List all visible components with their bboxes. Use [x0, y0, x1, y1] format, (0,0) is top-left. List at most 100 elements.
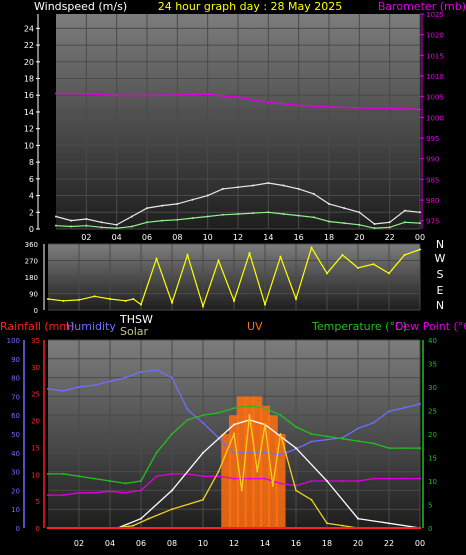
time-tick-label: 00 [415, 233, 425, 242]
solar_line-point [341, 524, 344, 527]
barometer-point [358, 106, 361, 109]
temperature-point [217, 411, 220, 414]
humidity-label: Humidity [66, 320, 116, 333]
uv-bar [252, 396, 263, 528]
humidity-point [326, 438, 328, 441]
thsw-point [171, 489, 173, 492]
time-tick-label: 14 [263, 233, 273, 242]
barometer-point [146, 94, 148, 97]
temperature-point [186, 418, 189, 421]
barometer-point [252, 99, 255, 101]
thsw-point [357, 517, 359, 520]
wind_gust-point [115, 223, 118, 226]
direction-point [171, 301, 173, 304]
temperature-tick-label: 35 [428, 361, 437, 369]
dew_point-point [62, 494, 65, 497]
direction-tick-label: 360 [25, 241, 38, 249]
compass-label: E [437, 284, 444, 297]
temperature-point [341, 437, 344, 440]
temperature-point [124, 482, 127, 485]
direction-point [233, 299, 235, 302]
time-tick-label: 04 [112, 233, 122, 242]
dew_point-point [124, 491, 127, 494]
humidity-tick-label: 60 [11, 412, 20, 420]
rainfall-tick-label: 30 [31, 364, 40, 372]
wind_gust-point [282, 184, 285, 187]
humidity-tick-label: 70 [11, 393, 20, 401]
direction-tick-label: 0 [34, 307, 38, 315]
temperature-point [78, 475, 80, 478]
time-tick-label: 00 [415, 539, 425, 548]
humidity-point [419, 402, 421, 405]
temperature-point [372, 442, 375, 445]
time-tick-label: 16 [291, 539, 301, 548]
wind_avg-point [388, 226, 391, 229]
wind_avg-point [237, 212, 239, 215]
temperature-point [295, 425, 297, 428]
barometer-tick-label: 975 [426, 218, 439, 226]
wind_avg-point [206, 215, 209, 218]
time-tick-label: 14 [260, 539, 270, 548]
barometer-point [267, 101, 270, 104]
rainfall-tick-label: 0 [36, 525, 40, 533]
direction-point [264, 303, 266, 306]
barometer-tick-label: 985 [426, 176, 439, 184]
dew_point-point [248, 477, 251, 480]
uv-bar [221, 434, 232, 528]
direction-point [295, 298, 297, 300]
humidity-tick-label: 100 [7, 337, 20, 345]
direction-tick-label: 90 [29, 291, 38, 299]
direction-point [78, 298, 80, 301]
windspeed-axis-title: Windspeed (m/s) [34, 0, 127, 13]
dew_point-point [186, 472, 189, 475]
humidity-point [403, 406, 406, 409]
wind-tick-label: 20 [24, 58, 34, 67]
dew_point-point [372, 477, 375, 480]
humidity-tick-label: 40 [11, 450, 20, 458]
direction-point [62, 299, 65, 302]
solar_line-point [233, 433, 235, 435]
wind-tick-label: 4 [29, 192, 34, 201]
temperature-tick-label: 40 [428, 337, 437, 345]
solar_line-line [48, 415, 420, 529]
humidity-point [310, 440, 313, 443]
dew_point-point [403, 477, 406, 480]
wind-tick-label: 6 [29, 175, 34, 184]
uv-label: UV [247, 320, 263, 333]
wind_gust-point [252, 184, 255, 187]
direction-point [217, 259, 220, 262]
barometer-point [176, 94, 179, 97]
humidity-point [93, 384, 96, 387]
barometer-point [85, 92, 88, 95]
temperature-tick-label: 25 [428, 408, 437, 416]
compass-label: S [437, 268, 444, 281]
wind-tick-label: 10 [24, 141, 34, 150]
wind_avg-point [358, 223, 361, 226]
temperature-point [155, 451, 158, 454]
barometer-tick-label: 1010 [426, 73, 444, 81]
temperature-point [310, 433, 313, 435]
wind_gust-point [85, 217, 88, 220]
direction-point [109, 298, 111, 300]
barometer-point [419, 108, 421, 111]
temperature-point [109, 480, 111, 482]
wind_gust-point [130, 215, 133, 218]
dew_point-point [279, 482, 282, 485]
uv-bar [275, 434, 286, 528]
time-tick-label: 02 [81, 233, 91, 242]
temperature-point [47, 472, 49, 475]
barometer-tick-label: 1015 [426, 52, 444, 60]
time-tick-label: 16 [294, 233, 304, 242]
time-tick-label: 18 [322, 539, 332, 548]
compass-label: N [436, 299, 444, 312]
wind-tick-label: 12 [24, 125, 34, 134]
barometer-point [55, 92, 57, 95]
wind-tick-label: 16 [24, 91, 34, 100]
barometer-tick-label: 1005 [426, 94, 444, 102]
wind_gust-point [373, 222, 376, 225]
barometer-axis-title: Barometer (mb) [378, 0, 466, 13]
humidity-tick-label: 30 [11, 469, 20, 477]
solar_line-point [326, 522, 328, 525]
wind_avg-point [267, 211, 270, 214]
